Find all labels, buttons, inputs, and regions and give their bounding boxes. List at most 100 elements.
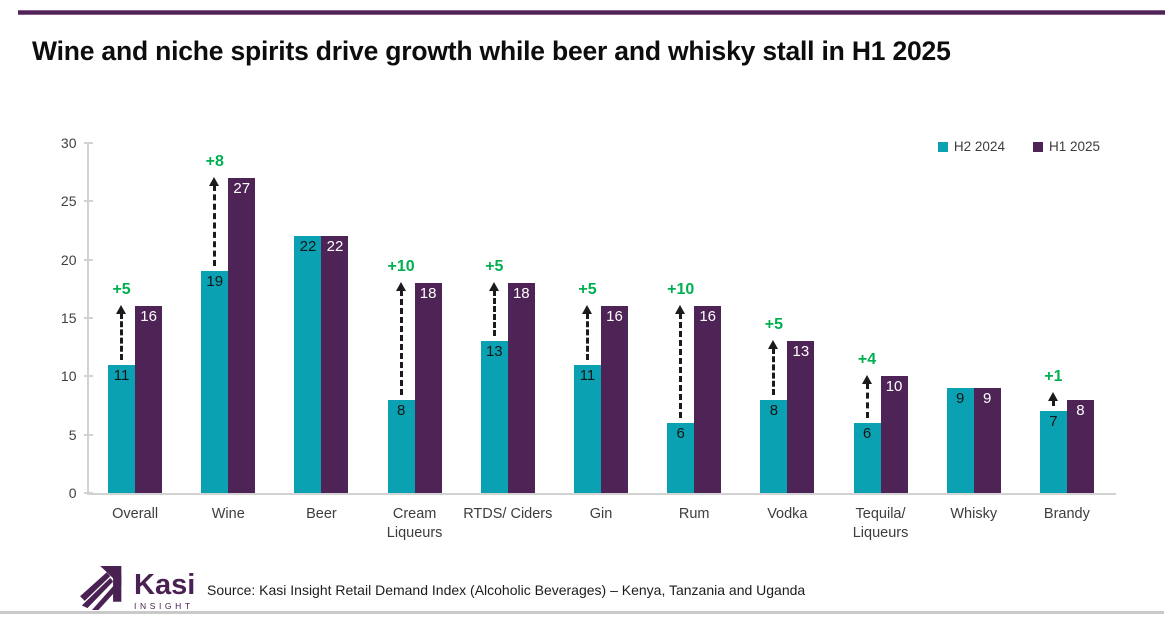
bar-value-h1-2025-1: 27	[233, 180, 251, 197]
x-category-label-5: Gin	[589, 506, 613, 522]
y-tick-label: 25	[60, 193, 77, 210]
y-tick-label: 30	[60, 135, 77, 151]
bar-value-h1-2025-8: 10	[885, 378, 903, 396]
bar-h1-2025-5	[601, 306, 628, 493]
bar-h1-2025-8	[880, 376, 908, 493]
bar-h2-2024-3	[387, 399, 415, 493]
delta-label-5: +5	[578, 281, 597, 299]
growth-arrow-head-3	[395, 282, 406, 291]
bar-value-h1-2025-4: 18	[512, 285, 530, 302]
bar-value-h2-2024-10: 7	[1049, 413, 1058, 431]
y-tick-mark	[83, 317, 93, 319]
x-category-label-7: Vodka	[767, 506, 808, 522]
source-text: Source: Kasi Insight Retail Demand Index…	[207, 582, 806, 598]
y-tick-label: 10	[60, 368, 77, 385]
bar-h2-2024-2	[294, 236, 322, 493]
bar-value-h2-2024-7: 8	[769, 401, 779, 419]
kasi-logo: Kasi INSIGHT	[80, 566, 195, 615]
bar-h1-2025-4	[507, 283, 535, 493]
bar-value-h2-2024-8: 6	[862, 425, 872, 442]
bar-value-h2-2024-6: 6	[676, 425, 685, 442]
page-title: Wine and niche spirits drive growth whil…	[32, 36, 951, 66]
y-tick-label: 20	[60, 251, 77, 268]
bar-value-h1-2025-6: 16	[699, 308, 717, 326]
bar-h2-2024-1	[201, 271, 229, 493]
legend-label-h2-2024: H2 2024	[953, 139, 1005, 154]
bar-h1-2025-2	[321, 236, 349, 493]
growth-arrow-head-1	[209, 177, 220, 186]
growth-arrow-head-0	[116, 305, 127, 315]
growth-arrow-head-5	[582, 305, 592, 315]
delta-label-1: +8	[205, 153, 224, 170]
x-category-label-6: Rum	[678, 506, 710, 522]
bar-value-h1-2025-2: 22	[326, 238, 344, 256]
growth-arrow-head-7	[768, 340, 779, 350]
growth-arrow-head-10	[1047, 392, 1058, 402]
chart-legend: H2 2024 H1 2025	[937, 139, 1100, 154]
kasi-logo-text: Kasi INSIGHT	[134, 570, 195, 611]
bar-h2-2024-10	[1039, 411, 1067, 493]
bar-h1-2025-10	[1066, 399, 1094, 493]
x-category-label-2: Beer	[306, 506, 337, 522]
y-tick-mark	[83, 492, 93, 494]
legend-swatch-h1-2025	[1032, 141, 1043, 152]
x-category-label-3: Cream Liqueurs	[386, 506, 443, 541]
delta-label-6: +10	[667, 281, 695, 299]
bar-value-h1-2025-10: 8	[1076, 401, 1085, 419]
brand-subtitle: INSIGHT	[134, 600, 194, 611]
bar-value-h2-2024-5: 11	[579, 366, 596, 384]
kasi-logo-icon	[80, 566, 126, 615]
y-tick-label: 15	[60, 310, 77, 326]
legend-item-h1-2025: H1 2025	[1032, 139, 1100, 154]
bar-value-h2-2024-2: 22	[299, 238, 317, 256]
x-category-label-9: Whisky	[950, 506, 998, 522]
delta-label-0: +5	[112, 281, 131, 299]
x-axis-line	[86, 493, 1116, 495]
growth-arrow-shaft-7	[772, 348, 776, 395]
bar-value-h1-2025-3: 18	[419, 285, 437, 302]
y-tick-mark	[83, 375, 93, 378]
growth-arrow-head-4	[488, 282, 499, 291]
top-accent-rule	[18, 10, 1165, 15]
bar-value-h2-2024-0: 11	[113, 366, 130, 384]
y-tick-mark	[83, 258, 93, 261]
growth-arrow-head-6	[675, 305, 686, 315]
y-tick-mark	[83, 142, 93, 144]
bottom-divider-rule	[0, 611, 1164, 614]
bar-h2-2024-6	[667, 423, 695, 493]
growth-arrow-shaft-0	[120, 313, 124, 360]
x-category-label-0: Overall	[112, 506, 159, 522]
growth-arrow-shaft-3	[399, 290, 403, 395]
bar-h2-2024-7	[760, 399, 788, 493]
delta-label-3: +10	[387, 258, 415, 275]
growth-arrow-shaft-4	[492, 290, 496, 337]
delta-label-4: +5	[485, 258, 504, 275]
bar-value-h1-2025-0: 16	[140, 308, 157, 326]
bar-h2-2024-5	[574, 364, 601, 493]
bar-h1-2025-7	[787, 341, 815, 493]
y-tick-mark	[83, 433, 93, 436]
bar-value-h2-2024-3: 8	[396, 401, 406, 419]
x-category-label-1: Wine	[211, 506, 245, 522]
legend-item-h2-2024: H2 2024	[937, 139, 1005, 154]
growth-arrow-head-8	[861, 375, 872, 385]
bar-value-h2-2024-4: 13	[485, 343, 503, 361]
bar-h1-2025-6	[694, 306, 722, 493]
growth-arrow-shaft-5	[586, 313, 589, 360]
growth-arrow-shaft-8	[865, 383, 869, 418]
bar-value-h2-2024-9: 9	[956, 390, 965, 407]
x-category-label-10: Brandy	[1043, 506, 1090, 522]
y-tick-mark	[83, 200, 93, 203]
bar-h2-2024-8	[853, 423, 881, 493]
growth-arrow-shaft-6	[679, 313, 683, 418]
legend-label-h1-2025: H1 2025	[1048, 139, 1100, 154]
growth-arrow-shaft-1	[213, 185, 217, 267]
bar-value-h2-2024-1: 19	[206, 273, 224, 291]
bar-h2-2024-9	[946, 388, 974, 493]
footer: Kasi INSIGHT Source: Kasi Insight Retail…	[0, 560, 1176, 612]
bar-h2-2024-0	[108, 364, 136, 493]
x-category-label-8: Tequila/ Liqueurs	[852, 506, 909, 541]
delta-label-7: +5	[764, 316, 783, 334]
